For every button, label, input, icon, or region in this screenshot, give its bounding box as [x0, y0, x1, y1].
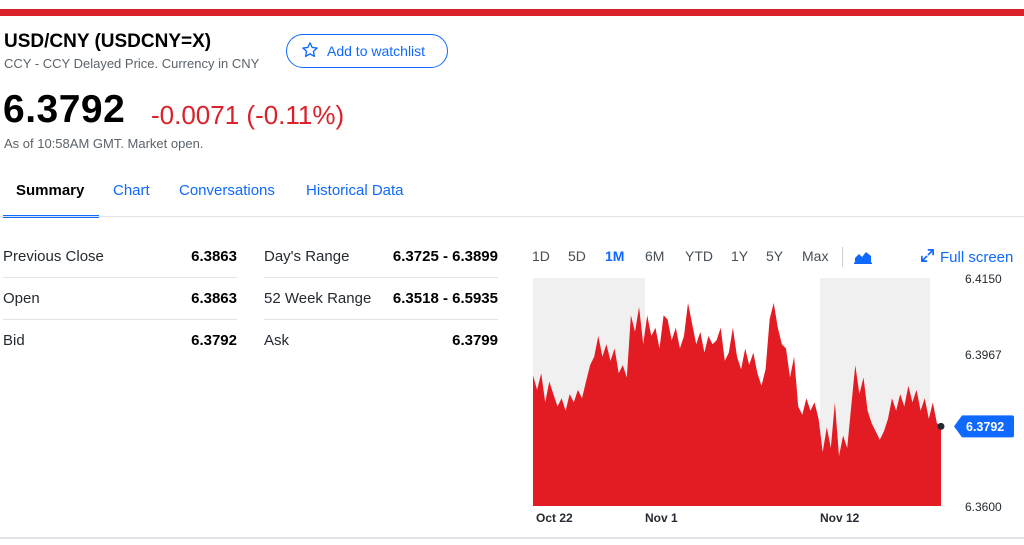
- brand-top-bar: [0, 9, 1024, 16]
- tab-summary[interactable]: Summary: [16, 182, 85, 199]
- price-chart[interactable]: 6.4150 6.3967 6.3600 6.3792 Oct 22 Nov 1 Nov 1…: [530, 274, 1024, 530]
- tab-chart[interactable]: Chart: [113, 182, 150, 199]
- range-6m[interactable]: 6M: [645, 248, 665, 264]
- quote-subtitle: CCY - CCY Delayed Price. Currency in CNY: [4, 56, 260, 71]
- quote-tabs: Summary Chart Conversations Historical D…: [0, 178, 1024, 218]
- range-ytd[interactable]: YTD: [685, 248, 713, 264]
- stat-value: 6.3792: [191, 332, 237, 349]
- stat-value: 6.3725 - 6.3899: [392, 248, 498, 265]
- stat-row-52-week-range: 52 Week Range 6.3518 - 6.5935: [264, 278, 498, 320]
- current-price-badge: 6.3792: [954, 415, 1014, 438]
- quote-title: USD/CNY (USDCNY=X): [4, 31, 212, 52]
- summary-stats-mid: Day's Range 6.3725 - 6.3899 52 Week Rang…: [264, 236, 498, 361]
- range-1m[interactable]: 1M: [605, 248, 625, 264]
- tab-conversations[interactable]: Conversations: [179, 182, 275, 199]
- x-tick-label: Nov 12: [820, 511, 860, 525]
- star-icon: [301, 41, 319, 62]
- mountain-chart-icon[interactable]: [854, 250, 872, 269]
- tab-historical-data[interactable]: Historical Data: [306, 182, 404, 199]
- stat-value: 6.3863: [191, 290, 237, 307]
- stat-label: Previous Close: [3, 248, 104, 265]
- stat-label: Open: [3, 290, 40, 307]
- range-5y[interactable]: 5Y: [766, 248, 784, 264]
- stat-label: Ask: [264, 332, 290, 349]
- range-1d[interactable]: 1D: [532, 248, 550, 264]
- stat-label: 52 Week Range: [264, 290, 372, 307]
- current-price: 6.3792: [3, 88, 126, 131]
- range-divider: [842, 247, 843, 267]
- stat-row-previous-close: Previous Close 6.3863: [3, 236, 237, 278]
- as-of-timestamp: As of 10:58AM GMT. Market open.: [4, 136, 204, 151]
- expand-icon: [920, 248, 935, 267]
- x-tick-label: Nov 1: [645, 511, 678, 525]
- range-5d[interactable]: 5D: [568, 248, 586, 264]
- y-tick-label: 6.3600: [965, 500, 1002, 514]
- range-1y[interactable]: 1Y: [731, 248, 749, 264]
- summary-stats-left: Previous Close 6.3863 Open 6.3863 Bid 6.…: [3, 236, 237, 361]
- stat-row-open: Open 6.3863: [3, 278, 237, 320]
- stat-value: 6.3799: [452, 332, 498, 349]
- current-price-badge-label: 6.3792: [966, 420, 1004, 434]
- stat-row-ask: Ask 6.3799: [264, 320, 498, 361]
- range-max[interactable]: Max: [802, 248, 829, 264]
- full-screen-label: Full screen: [940, 249, 1014, 266]
- price-area-series: [533, 302, 941, 506]
- stat-row-days-range: Day's Range 6.3725 - 6.3899: [264, 236, 498, 278]
- stat-label: Bid: [3, 332, 25, 349]
- full-screen-button[interactable]: Full screen: [920, 248, 1013, 267]
- stat-value: 6.3863: [191, 248, 237, 265]
- price-change: -0.0071 (-0.11%): [151, 100, 345, 130]
- stat-label: Day's Range: [264, 248, 350, 265]
- bottom-divider: [0, 537, 1024, 539]
- watchlist-label: Add to watchlist: [327, 43, 426, 59]
- x-tick-label: Oct 22: [536, 511, 573, 525]
- current-price-dot: [937, 422, 945, 430]
- add-to-watchlist-button[interactable]: Add to watchlist: [286, 34, 448, 68]
- y-tick-label: 6.4150: [965, 274, 1002, 286]
- stat-value: 6.3518 - 6.5935: [392, 290, 498, 307]
- tabs-divider: [0, 216, 1024, 217]
- y-tick-label: 6.3967: [965, 348, 1002, 362]
- stat-row-bid: Bid 6.3792: [3, 320, 237, 361]
